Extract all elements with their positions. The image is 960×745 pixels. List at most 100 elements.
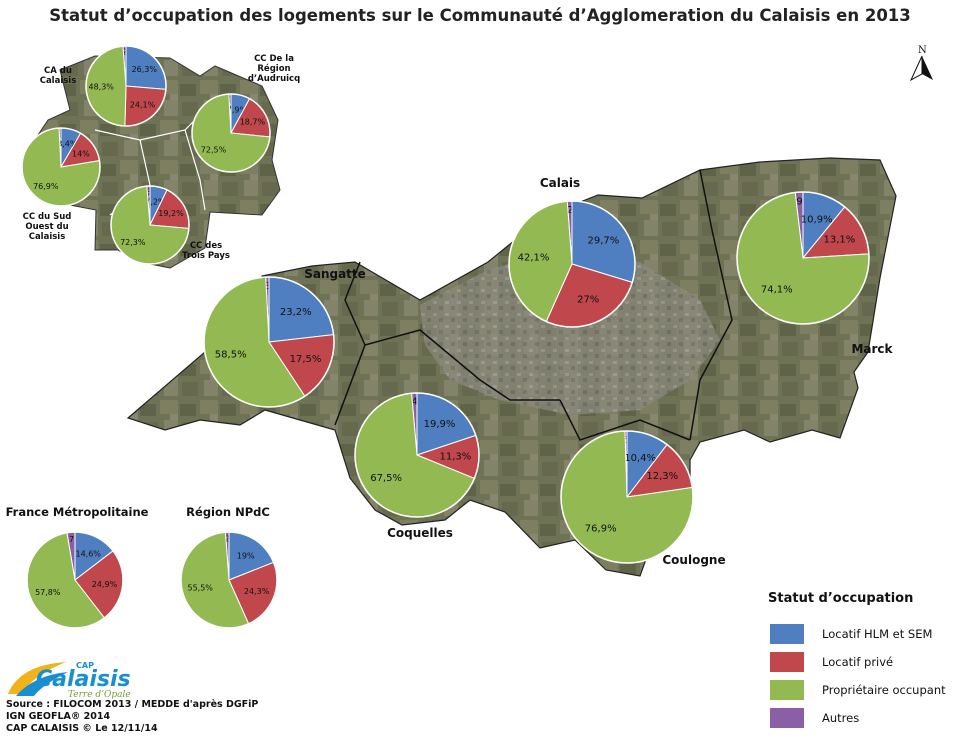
legend-label: Locatif HLM et SEM (822, 627, 933, 641)
pie-label-proprietaire: 67,5% (370, 473, 402, 484)
pie-label-proprietaire: 58,5% (215, 350, 247, 361)
logo-tagline: Terre d’Opale (68, 690, 131, 700)
logo-prefix: CAP (76, 661, 94, 670)
pie-label-proprietaire: 57,8% (35, 588, 61, 597)
pie-chart-cc-sud-ouest: 0,8%8,4%14% 76,9% (21, 127, 101, 207)
pie-label-hlm: 7,9% (227, 106, 248, 115)
urban-area-calais (420, 250, 720, 415)
pie-label-prive: 14% (72, 149, 90, 158)
pie-outline (180, 531, 278, 629)
area-name-france: France Métropolitaine (5, 505, 149, 519)
pie-chart-france: 2,7% 14,6% 24,9% 57,8% (26, 531, 124, 629)
north-arrow-icon: N (909, 45, 933, 82)
area-name-npdc: Région NPdC (186, 505, 270, 519)
logo-swoosh-icon (16, 672, 68, 696)
pie-outline (560, 430, 694, 564)
area-name-calais: Calais (539, 176, 581, 190)
logo-text: Calaisis (36, 667, 131, 692)
pie-label-autres: 1,2% (115, 48, 136, 57)
legend-swatch-hlm (770, 624, 804, 644)
map-title: Statut d’occupation des logements sur le… (49, 6, 911, 25)
pie-label-prive: 18,7% (240, 118, 266, 127)
area-name-coulogne: Coulogne (662, 553, 726, 567)
pie-label-hlm: 8,4% (57, 140, 78, 149)
pie-outline (85, 45, 167, 127)
pie-label-autres: 1,4% (402, 397, 427, 408)
pie-label-proprietaire: 55,5% (187, 583, 213, 592)
pie-label-autres: 0,8% (255, 281, 280, 292)
legend-title: Statut d’occupation (768, 591, 914, 606)
pie-outline (26, 531, 124, 629)
source-line: Source : FILOCOM 2013 / MEDDE d'après DG… (6, 699, 259, 710)
source-line: CAP CALAISIS © Le 12/11/14 (6, 723, 158, 734)
pie-label-prive: 24,1% (130, 101, 156, 110)
pie-outline (736, 191, 870, 325)
legend-label: Autres (822, 711, 860, 725)
pie-chart-coquelles: 1,4% 19,9% 11,3% 67,5% (354, 392, 480, 518)
pie-label-autres: 1,9% (787, 196, 812, 207)
north-label: N (918, 45, 927, 56)
commune-boundary (689, 169, 733, 441)
pie-label-hlm: 29,7% (588, 236, 620, 247)
pie-label-hlm: 26,3% (132, 65, 158, 74)
pie-label-proprietaire: 76,9% (33, 182, 59, 191)
pie-label-autres: 0,8% (50, 130, 71, 139)
pie-label-autres: 1,3% (138, 188, 159, 197)
area-name-sangatte: Sangatte (304, 267, 366, 281)
pie-label-hlm: 10,9% (801, 215, 833, 226)
inset-boundary (184, 129, 206, 211)
area-name-coquelles: Coquelles (387, 526, 453, 540)
pie-outline (354, 392, 480, 518)
pie-label-hlm: 7,2% (145, 197, 166, 206)
pie-chart-calais: 1,2% 29,7% 27% 42,1% (508, 200, 636, 328)
pie-outline (203, 276, 335, 408)
pie-label-autres: 1,2% (557, 205, 582, 216)
legend-swatch-autres (770, 708, 804, 728)
area-name-cc-audruicq: CC De la Région d’Audruicq (247, 54, 301, 84)
pie-label-hlm: 14,6% (75, 549, 101, 558)
pie-label-autres: 0,5% (613, 435, 638, 446)
commune-boundary (364, 329, 560, 401)
legend-swatch-prive (770, 652, 804, 672)
pie-label-prive: 11,3% (440, 451, 472, 462)
pie-outline (21, 127, 101, 207)
logo-swoosh-icon (8, 662, 66, 694)
pie-label-prive: 19,2% (158, 209, 184, 218)
pie-label-autres: 0,9% (220, 96, 241, 105)
pie-label-autres: 1,2% (217, 535, 238, 544)
cap-calaisis-logo: CAP Calaisis Terre d’Opale (8, 661, 131, 700)
pie-label-prive: 17,5% (290, 354, 322, 365)
pie-label-proprietaire: 48,3% (88, 83, 114, 92)
commune-boundary (334, 261, 366, 426)
legend-swatch-proprietaire (770, 680, 804, 700)
pie-label-hlm: 10,4% (624, 453, 656, 464)
pie-label-autres: 2,7% (61, 535, 82, 544)
area-name-cc-trois-pays: CC des Trois Pays (182, 241, 230, 261)
legend-label: Propriétaire occupant (822, 683, 946, 697)
pie-outline (508, 200, 636, 328)
area-name-marck: Marck (851, 342, 893, 356)
pie-chart-cc-audruicq: 0,9%7,9% 18,7% 72,5% (191, 93, 271, 173)
commune-boundary (559, 399, 691, 441)
legend-label: Locatif privé (822, 655, 894, 669)
pie-label-prive: 24,9% (92, 580, 118, 589)
source-line: IGN GEOFLA® 2014 (6, 711, 111, 722)
pie-label-hlm: 19,9% (424, 419, 456, 430)
pie-label-proprietaire: 74,1% (761, 284, 793, 295)
area-name-cc-sud-ouest: CC du Sud Ouest du Calaisis (22, 212, 72, 242)
pie-label-proprietaire: 76,9% (585, 523, 617, 534)
pie-label-prive: 24,3% (244, 587, 270, 596)
pie-label-proprietaire: 72,5% (201, 146, 227, 155)
pie-label-prive: 27% (577, 295, 599, 306)
pie-outline (110, 185, 190, 265)
pie-chart-marck: 1,9% 10,9% 13,1% 74,1% (736, 191, 870, 325)
area-name-ca-calaisis: CA du Calaisis (39, 66, 77, 86)
pie-chart-sangatte: 0,8% 23,2% 17,5% 58,5% (203, 276, 335, 408)
pie-label-hlm: 23,2% (280, 307, 312, 318)
pie-chart-cc-trois-pays: 1,3%7,2% 19,2% 72,3% (110, 185, 190, 265)
pie-label-proprietaire: 42,1% (518, 252, 550, 263)
pie-chart-coulogne: 0,5% 10,4% 12,3% 76,9% (560, 430, 694, 564)
pie-label-proprietaire: 72,3% (120, 238, 146, 247)
pie-outline (191, 93, 271, 173)
